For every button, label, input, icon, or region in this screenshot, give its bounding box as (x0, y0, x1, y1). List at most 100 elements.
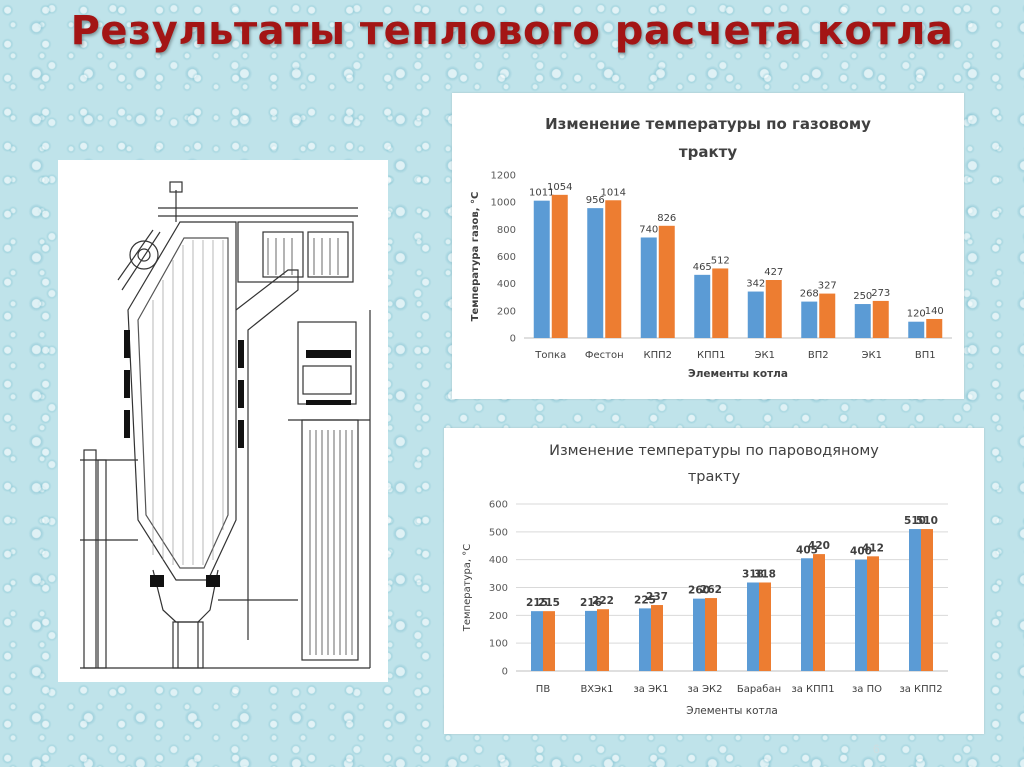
bar (587, 208, 604, 338)
bar (872, 300, 889, 338)
data-label: 262 (700, 584, 722, 596)
x-tick-label: ЭК1 (755, 350, 775, 361)
bar (551, 194, 568, 338)
data-label: 120 (907, 309, 926, 320)
chart-title-line: Изменение температуры по газовому (545, 115, 871, 133)
bar (658, 225, 675, 338)
data-label: 222 (592, 595, 614, 607)
x-tick-label: Фестон (585, 350, 624, 361)
gas-path-chart: Изменение температуры по газовому тракту 0… (452, 93, 964, 399)
bar (712, 268, 729, 338)
bar (801, 301, 818, 338)
data-label: 465 (693, 262, 712, 273)
bar (867, 556, 879, 671)
data-label: 237 (646, 591, 668, 603)
y-tick-label: 500 (489, 527, 508, 538)
bar (640, 237, 657, 338)
y-tick-label: 400 (497, 279, 516, 290)
data-label: 405 (796, 544, 818, 556)
y-tick-label: 100 (489, 639, 508, 650)
x-tick-label: КПП1 (697, 350, 726, 361)
y-tick-label: 1000 (491, 198, 516, 209)
data-label: 342 (746, 279, 765, 290)
bar (747, 291, 764, 338)
x-tick-label: ЭК1 (862, 350, 882, 361)
bar (759, 582, 771, 671)
x-tick-label: ВП1 (915, 350, 936, 361)
bar (531, 611, 543, 671)
data-label: 250 (853, 291, 872, 302)
y-tick-label: 800 (497, 225, 516, 236)
data-label: 826 (657, 213, 676, 224)
x-axis-title: Элементы котла (686, 705, 778, 717)
y-tick-label: 600 (489, 500, 508, 511)
data-label: 400 (850, 546, 872, 558)
data-label: 510 (916, 515, 938, 527)
bar (693, 598, 705, 671)
bar (909, 529, 921, 671)
y-axis-title: Температура, °С (462, 544, 473, 633)
data-label: 260 (688, 585, 710, 597)
x-tick-label: за ЭК2 (687, 684, 722, 695)
x-tick-label: за ЭК1 (633, 684, 668, 695)
y-tick-label: 0 (510, 334, 516, 345)
bar (926, 318, 943, 338)
data-label: 140 (925, 306, 944, 317)
data-label: 956 (586, 195, 605, 206)
bar (855, 559, 867, 671)
bar (908, 321, 925, 338)
bar (533, 200, 550, 338)
data-label: 318 (754, 568, 776, 580)
y-tick-label: 200 (489, 611, 508, 622)
data-label: 1011 (529, 188, 554, 199)
bar (605, 200, 622, 338)
y-tick-label: 0 (502, 667, 508, 678)
bar (543, 611, 555, 671)
bar (705, 598, 717, 671)
x-axis-title: Элементы котла (688, 368, 788, 380)
data-label: 215 (538, 597, 560, 609)
bar (747, 582, 759, 671)
boiler-cross-section-icon (80, 181, 371, 669)
x-tick-label: Барабан (737, 684, 781, 695)
bar (694, 274, 711, 338)
data-label: 215 (526, 597, 548, 609)
slide-title: Результаты теплового расчета котла (70, 8, 954, 54)
data-label: 740 (639, 224, 658, 235)
data-label: 1014 (601, 187, 626, 198)
x-tick-label: КПП2 (643, 350, 672, 361)
steam-water-path-chart: Изменение температуры по пароводяному тра… (444, 428, 984, 734)
data-label: 268 (800, 289, 819, 300)
x-tick-label: за КПП1 (791, 684, 834, 695)
gas-path-chart-svg: Изменение температуры по газовому тракту 0… (470, 115, 952, 380)
bar (854, 304, 871, 338)
data-label: 512 (711, 255, 730, 266)
x-tick-label: ВП2 (808, 350, 829, 361)
x-tick-label: за КПП2 (899, 684, 942, 695)
data-label: 225 (634, 594, 656, 606)
data-label: 327 (818, 281, 837, 292)
bar (765, 279, 782, 338)
chart-title-line: тракту (679, 143, 737, 161)
data-label: 510 (904, 515, 926, 527)
y-tick-label: 600 (497, 252, 516, 263)
x-tick-label: ПВ (536, 684, 551, 695)
bar (585, 610, 597, 671)
data-label: 273 (871, 288, 890, 299)
chart-title-line: Изменение температуры по пароводяному (549, 443, 879, 459)
bar (921, 529, 933, 671)
y-tick-label: 200 (497, 306, 516, 317)
page-number: 6 (873, 742, 880, 756)
bar (813, 554, 825, 671)
data-label: 1054 (547, 182, 572, 193)
chart-title-line: тракту (688, 469, 741, 485)
y-tick-label: 300 (489, 583, 508, 594)
data-label: 412 (862, 542, 884, 554)
data-label: 216 (580, 597, 602, 609)
y-tick-label: 1200 (491, 171, 516, 182)
bar (639, 608, 651, 671)
data-label: 318 (742, 568, 764, 580)
bar (597, 609, 609, 671)
data-label: 427 (764, 267, 783, 278)
bar (801, 558, 813, 671)
